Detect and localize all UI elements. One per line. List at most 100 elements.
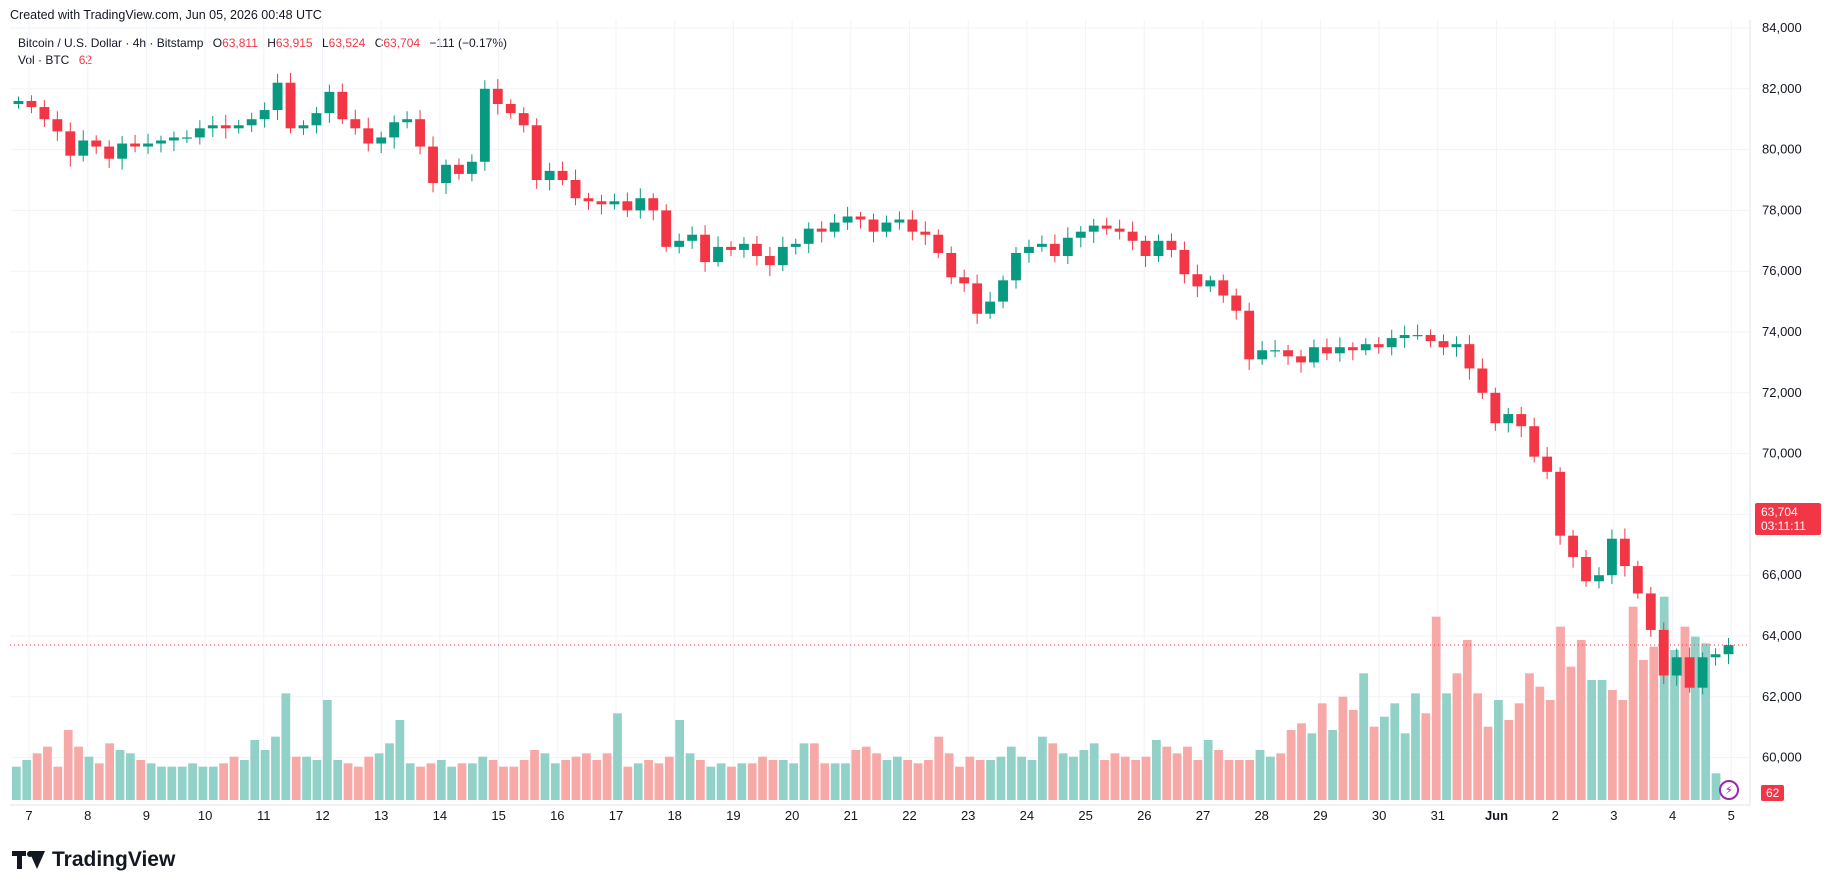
volume-bar — [177, 766, 187, 800]
candle-body — [402, 119, 413, 123]
candle-body — [881, 222, 892, 232]
volume-bar — [1141, 756, 1151, 800]
candle-body — [751, 243, 762, 256]
price-tick-label: 74,000 — [1762, 324, 1802, 339]
candle-body — [1088, 225, 1099, 232]
volume-bar — [84, 756, 94, 800]
candle-body — [1114, 228, 1125, 232]
candle-body — [233, 125, 244, 129]
volume-bar — [1462, 640, 1472, 800]
candle-body — [674, 240, 685, 247]
time-tick-label: 30 — [1372, 808, 1386, 823]
time-tick-label: 15 — [491, 808, 505, 823]
candle-body — [1671, 657, 1682, 676]
tradingview-logo[interactable]: TradingView — [12, 848, 175, 872]
volume-bar — [820, 763, 830, 800]
volume-bar — [1038, 736, 1047, 800]
price-tick-label: 80,000 — [1762, 142, 1802, 157]
candle-body — [998, 280, 1008, 302]
volume-bar — [778, 760, 788, 800]
candle-body — [1334, 347, 1345, 354]
candle-body — [661, 210, 672, 247]
candle-body — [1529, 426, 1540, 457]
volume-bar — [291, 756, 301, 800]
candle-body — [1619, 538, 1630, 567]
volume-bar — [654, 763, 664, 800]
candle-body — [777, 246, 788, 266]
volume-label[interactable]: Vol · BTC — [18, 53, 70, 67]
candle-body — [1218, 280, 1229, 296]
candle-body — [194, 128, 205, 138]
candle-body — [1684, 657, 1695, 688]
candle-body — [985, 301, 996, 314]
volume-bar — [1452, 673, 1462, 800]
volume-bar — [488, 760, 498, 800]
volume-bar — [12, 766, 21, 800]
candle-body — [1347, 347, 1358, 351]
last-price-value: 63,704 — [1761, 505, 1798, 519]
candle-body — [181, 137, 192, 139]
volume-bar — [302, 756, 311, 800]
time-tick-label: 17 — [609, 808, 623, 823]
volume-bar — [281, 693, 291, 800]
time-tick-label: 16 — [550, 808, 564, 823]
candle-body — [907, 219, 918, 232]
volume-bar — [478, 756, 488, 800]
volume-bar — [706, 766, 716, 800]
volume-bar — [364, 756, 374, 800]
candle-body — [466, 161, 477, 174]
candle-body — [609, 201, 620, 205]
candle-body — [350, 119, 361, 129]
candle-body — [972, 283, 983, 314]
candle-body — [1477, 368, 1488, 393]
candle-body — [1542, 456, 1553, 472]
volume-bar — [94, 763, 104, 800]
volume-bar — [1266, 756, 1275, 800]
volume-bar — [416, 766, 425, 800]
volume-bar — [1649, 646, 1659, 800]
volume-bar — [996, 756, 1006, 800]
volume-bar — [1680, 626, 1690, 800]
price-chart[interactable]: 7 8 9 10 11 12 13 14 15 16 17 18 19 20 21 22 23 24 25 26 27 2… — [0, 0, 1835, 840]
candle-body — [946, 252, 957, 278]
volume-bar — [1483, 726, 1493, 800]
candle-body — [65, 131, 76, 156]
volume-bar — [43, 746, 52, 800]
volume-bar — [1317, 703, 1327, 800]
time-tick-label: 8 — [84, 808, 91, 823]
price-tick-label: 60,000 — [1762, 750, 1802, 765]
volume-bar — [592, 760, 602, 800]
candle-body — [1412, 335, 1423, 337]
volume-bar — [986, 760, 995, 800]
volume-bar — [1214, 750, 1223, 800]
volume-bar — [530, 750, 539, 800]
candle-body — [1581, 556, 1591, 582]
volume-bar — [892, 756, 902, 800]
time-tick-label: 10 — [198, 808, 212, 823]
volume-bar — [944, 753, 954, 800]
candle-body — [1011, 252, 1021, 281]
volume-bar — [1711, 773, 1721, 800]
volume-bar — [188, 763, 197, 800]
price-tick-label: 64,000 — [1762, 628, 1802, 643]
candle-body — [1464, 344, 1475, 369]
volume-bar — [851, 750, 861, 800]
volume-bar — [509, 766, 519, 800]
lightning-icon[interactable]: ⚡ — [1719, 780, 1739, 800]
candle-body — [1153, 240, 1164, 256]
candle-body — [1632, 566, 1643, 594]
volume-bar — [861, 746, 871, 800]
volume-bar — [271, 736, 280, 800]
candle-body — [479, 88, 490, 162]
time-tick-label: 3 — [1610, 808, 1617, 823]
legend-volume-row: Vol · BTC 62 — [18, 52, 507, 69]
time-tick-label: 27 — [1196, 808, 1210, 823]
symbol-label[interactable]: Bitcoin / U.S. Dollar · 4h · Bitstamp — [18, 36, 204, 50]
candle-body — [311, 113, 322, 126]
candle-body — [1179, 249, 1190, 275]
candle-body — [518, 113, 529, 126]
candle-body — [1360, 344, 1371, 351]
candle-body — [583, 198, 594, 202]
time-tick-label: 14 — [433, 808, 447, 823]
volume-bar — [1608, 690, 1617, 800]
